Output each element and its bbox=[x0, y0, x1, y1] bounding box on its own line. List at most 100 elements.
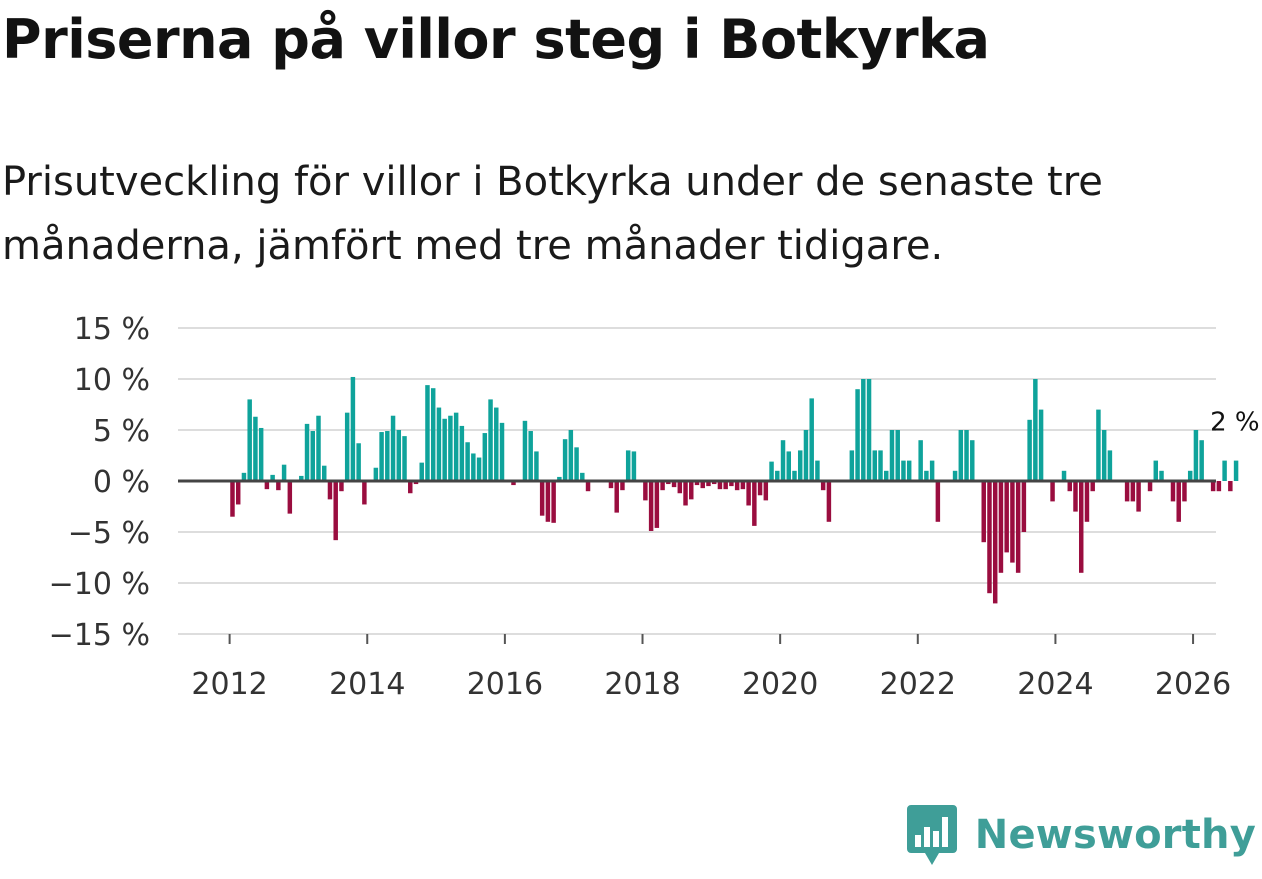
bar bbox=[878, 450, 883, 481]
x-tick-label: 2018 bbox=[604, 667, 680, 702]
bar bbox=[1182, 481, 1187, 502]
bar bbox=[350, 376, 356, 481]
bar bbox=[534, 451, 539, 481]
bar bbox=[866, 379, 872, 481]
bar bbox=[797, 450, 803, 481]
x-tick-label: 2014 bbox=[329, 667, 405, 702]
bar bbox=[1124, 481, 1130, 502]
y-tick-label: 5 % bbox=[93, 414, 150, 449]
bar bbox=[1078, 481, 1084, 573]
bar bbox=[935, 481, 941, 522]
bar bbox=[522, 420, 528, 481]
bar bbox=[310, 431, 316, 481]
bar bbox=[390, 415, 396, 481]
bar bbox=[287, 481, 293, 514]
bar bbox=[362, 481, 367, 505]
bar bbox=[580, 472, 585, 481]
bar bbox=[614, 481, 619, 513]
bar bbox=[1015, 481, 1021, 573]
bar bbox=[901, 460, 906, 481]
x-tick-label: 2020 bbox=[742, 667, 818, 702]
bar bbox=[241, 472, 247, 481]
bar bbox=[746, 481, 751, 506]
bar bbox=[551, 481, 556, 523]
bar bbox=[1021, 481, 1027, 532]
bar bbox=[304, 423, 310, 481]
bar bbox=[884, 470, 889, 481]
bar bbox=[711, 481, 717, 485]
bar bbox=[1228, 481, 1233, 492]
bar bbox=[1159, 470, 1164, 481]
bar bbox=[1010, 481, 1015, 563]
bar bbox=[528, 431, 533, 481]
bar bbox=[723, 481, 728, 490]
bar bbox=[1101, 430, 1107, 481]
bar bbox=[1176, 481, 1181, 522]
bar bbox=[408, 481, 413, 494]
bar bbox=[958, 430, 964, 481]
bar bbox=[396, 430, 402, 481]
bar bbox=[660, 481, 665, 491]
bar bbox=[706, 481, 711, 487]
bar bbox=[1233, 460, 1239, 481]
bar bbox=[258, 427, 264, 481]
bar bbox=[1027, 419, 1032, 481]
bar bbox=[322, 465, 327, 481]
bar bbox=[981, 481, 986, 543]
bar bbox=[430, 388, 436, 481]
bar bbox=[1147, 481, 1153, 492]
bar bbox=[379, 432, 384, 481]
bar bbox=[889, 430, 895, 481]
bar bbox=[436, 407, 442, 481]
bar bbox=[906, 460, 912, 481]
bar bbox=[333, 481, 338, 541]
bar bbox=[545, 481, 551, 522]
bar bbox=[643, 481, 648, 501]
bar bbox=[1136, 481, 1141, 512]
bar bbox=[488, 399, 493, 481]
bar bbox=[264, 481, 270, 490]
bar bbox=[826, 481, 832, 522]
bar bbox=[1216, 481, 1222, 492]
bar bbox=[494, 407, 499, 481]
bar bbox=[247, 399, 252, 481]
bar bbox=[769, 461, 774, 481]
bar bbox=[786, 451, 791, 481]
bar bbox=[803, 430, 809, 481]
bar bbox=[1107, 450, 1113, 481]
bar bbox=[1038, 409, 1044, 481]
bar bbox=[717, 481, 723, 490]
bar bbox=[459, 425, 465, 481]
bar bbox=[235, 481, 241, 505]
bar bbox=[648, 481, 654, 531]
bar bbox=[270, 474, 275, 481]
y-axis-ticks: 15 % 10 % 5 % 0 % −5 % −10 % −15 % bbox=[49, 312, 150, 653]
bar bbox=[855, 389, 860, 481]
bar bbox=[861, 379, 866, 481]
bar bbox=[344, 412, 350, 481]
bar bbox=[557, 476, 562, 481]
bar bbox=[849, 450, 855, 481]
bar bbox=[625, 450, 631, 481]
bars bbox=[230, 376, 1239, 604]
bar bbox=[792, 470, 797, 481]
bar bbox=[442, 418, 447, 481]
bar bbox=[1193, 430, 1199, 481]
y-tick-label: 10 % bbox=[74, 363, 150, 398]
bar bbox=[253, 416, 258, 481]
bar bbox=[413, 481, 419, 485]
bar bbox=[327, 481, 333, 500]
bar bbox=[671, 481, 677, 488]
brand-name: Newsworthy bbox=[974, 812, 1256, 858]
newsworthy-logo-icon bbox=[906, 805, 957, 865]
bar bbox=[482, 433, 488, 481]
bar bbox=[929, 460, 935, 481]
bar bbox=[419, 462, 424, 481]
bar bbox=[608, 481, 614, 489]
bar bbox=[499, 422, 505, 481]
bar bbox=[1170, 481, 1176, 502]
bar bbox=[683, 481, 688, 506]
bar bbox=[734, 481, 740, 491]
bar bbox=[511, 481, 516, 486]
bar bbox=[998, 481, 1004, 573]
